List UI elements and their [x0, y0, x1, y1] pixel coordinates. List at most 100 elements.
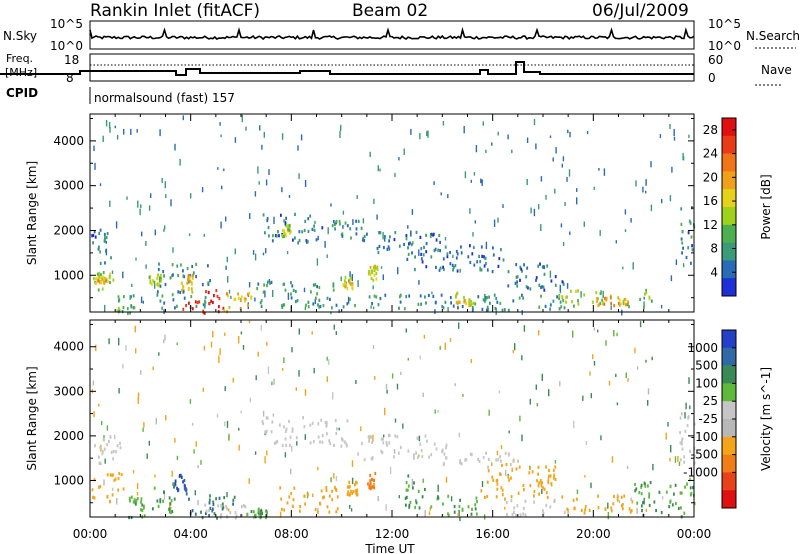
- velocity-noise-cell: [496, 450, 499, 456]
- power-cell: [288, 231, 291, 235]
- velocity-cell: [642, 501, 644, 505]
- station-title: Rankin Inlet (fitACF): [90, 1, 260, 21]
- power-cell: [408, 242, 410, 246]
- power-noise-cell: [257, 166, 259, 174]
- power-cell: [209, 279, 211, 283]
- power-colorbar-swatch: [722, 153, 736, 172]
- power-cell: [355, 219, 357, 223]
- velocity-cell: [271, 420, 274, 424]
- power-cell: [480, 245, 483, 249]
- velocity-noise-cell: [538, 330, 540, 336]
- power-cell: [316, 285, 318, 289]
- velocity-cell: [352, 490, 355, 494]
- velocity-noise-cell: [210, 341, 213, 348]
- power-noise-cell: [382, 232, 384, 240]
- power-cell: [538, 283, 541, 287]
- velocity-cell: [597, 494, 599, 498]
- power-noise-cell: [566, 283, 569, 289]
- power-noise-cell: [164, 225, 166, 230]
- velocity-noise-cell: [137, 397, 139, 404]
- velocity-noise-cell: [444, 342, 446, 350]
- power-cell: [110, 256, 112, 260]
- power-cell: [326, 296, 329, 300]
- velocity-noise-cell: [434, 409, 436, 414]
- power-cell: [294, 212, 296, 216]
- velocity-noise-cell: [283, 357, 285, 363]
- velocity-cell: [496, 482, 499, 486]
- velocity-cell: [464, 458, 467, 462]
- power-cell: [284, 288, 287, 292]
- velocity-cell: [640, 492, 643, 496]
- velocity-cell: [152, 507, 154, 511]
- power-cell: [357, 219, 360, 223]
- power-noise-cell: [170, 199, 172, 207]
- velocity-cell: [424, 434, 427, 438]
- velocity-cell: [183, 478, 186, 483]
- power-cell: [570, 289, 572, 293]
- velocity-noise-cell: [112, 487, 114, 491]
- velocity-noise-cell: [383, 434, 385, 438]
- power-noise-cell: [669, 123, 671, 130]
- velocity-noise-cell: [689, 477, 691, 482]
- velocity-cell: [142, 506, 145, 510]
- power-noise-cell: [349, 271, 351, 278]
- velocity-cell: [665, 490, 668, 494]
- power-cell: [163, 274, 165, 278]
- velocity-cell: [409, 500, 412, 504]
- velocity-cell: [220, 514, 222, 518]
- velocity-cell: [128, 516, 130, 520]
- power-cell: [491, 270, 494, 274]
- velocity-cell: [634, 489, 637, 493]
- power-noise-cell: [369, 151, 371, 158]
- power-cell: [187, 277, 189, 281]
- power-cell: [118, 309, 121, 313]
- power-cell: [266, 216, 269, 221]
- velocity-colorbar-tick: -25: [698, 412, 718, 426]
- velocity-cell: [510, 499, 513, 503]
- power-noise-cell: [340, 276, 342, 282]
- power-cell: [156, 293, 159, 297]
- power-cell: [484, 256, 487, 261]
- velocity-cell: [476, 500, 478, 504]
- velocity-cell: [141, 508, 144, 513]
- velocity-cell: [655, 508, 657, 513]
- velocity-cell: [292, 498, 295, 502]
- power-cell: [179, 290, 182, 294]
- velocity-cell: [368, 485, 371, 490]
- velocity-cell: [265, 513, 268, 517]
- velocity-cell: [540, 484, 543, 488]
- power-cell: [425, 242, 428, 246]
- power-cell: [549, 303, 552, 307]
- power-cell: [103, 239, 106, 243]
- velocity-cell: [221, 502, 224, 506]
- power-cell: [467, 300, 470, 304]
- power-cell: [471, 308, 474, 312]
- velocity-noise-cell: [232, 377, 234, 383]
- velocity-cell: [302, 416, 304, 420]
- power-cell: [405, 237, 408, 241]
- power-cell: [494, 306, 497, 310]
- power-cell: [618, 303, 621, 307]
- power-noise-cell: [268, 279, 271, 283]
- power-cell: [488, 295, 490, 299]
- power-cell: [157, 273, 159, 277]
- power-cell: [207, 264, 209, 268]
- velocity-cell: [293, 486, 296, 490]
- velocity-cell: [495, 458, 498, 462]
- velocity-noise-cell: [98, 403, 100, 407]
- velocity-noise-cell: [148, 440, 150, 446]
- power-cell: [341, 232, 344, 236]
- power-cell: [428, 293, 430, 298]
- power-colorbar-swatch: [722, 278, 736, 297]
- velocity-noise-cell: [428, 511, 431, 516]
- power-cell: [149, 279, 152, 283]
- velocity-cell: [580, 508, 583, 512]
- velocity-cell: [326, 432, 328, 436]
- velocity-cell: [346, 492, 349, 497]
- velocity-cell: [417, 489, 420, 493]
- power-cell: [153, 280, 156, 284]
- power-cell: [310, 290, 312, 294]
- power-cell: [420, 302, 422, 306]
- velocity-noise-cell: [93, 411, 95, 418]
- power-cell: [185, 304, 187, 308]
